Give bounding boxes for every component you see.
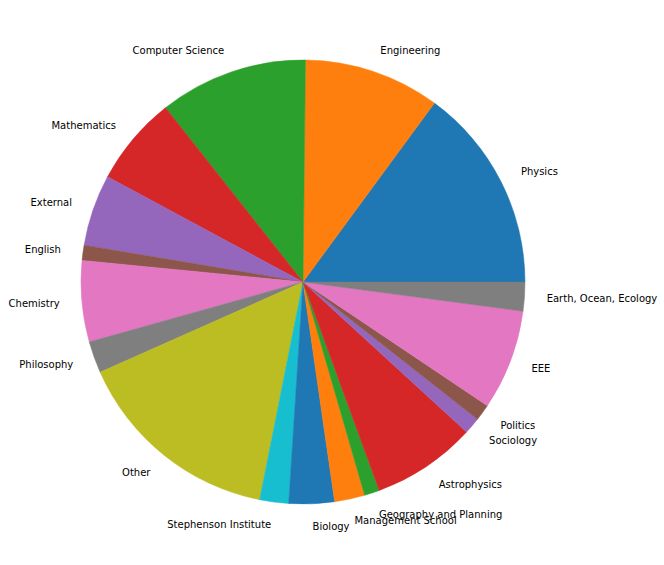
slice-label: Stephenson Institute <box>167 519 271 530</box>
wedge <box>303 282 525 311</box>
pie-chart: Physics Engineering Computer Science Mathem… <box>0 0 664 565</box>
slice-label: Mathematics <box>51 120 115 131</box>
wedge <box>303 60 434 282</box>
chart-container: Physics Engineering Computer Science Mathem… <box>0 0 664 565</box>
wedges <box>81 60 525 504</box>
slice-label: Earth, Ocean, Ecology <box>547 293 658 304</box>
labels: Physics Engineering Computer Science Mathem… <box>9 45 658 532</box>
slice-label: Biology <box>313 521 350 532</box>
slice-label: Other <box>122 467 151 478</box>
slice-label: EEE <box>531 363 550 374</box>
slice-label: Geography and Planning <box>379 509 502 520</box>
slice-label: Astrophysics <box>439 479 502 490</box>
slice-label: Computer Science <box>133 45 225 56</box>
slice-label: External <box>30 197 72 208</box>
slice-label: Politics <box>500 420 535 431</box>
slice-label: English <box>25 244 61 255</box>
slice-label: Sociology <box>489 435 537 446</box>
slice-label: Philosophy <box>19 359 73 370</box>
slice-label: Chemistry <box>9 298 60 309</box>
slice-label: Engineering <box>380 45 440 56</box>
slice-label: Physics <box>521 166 558 177</box>
